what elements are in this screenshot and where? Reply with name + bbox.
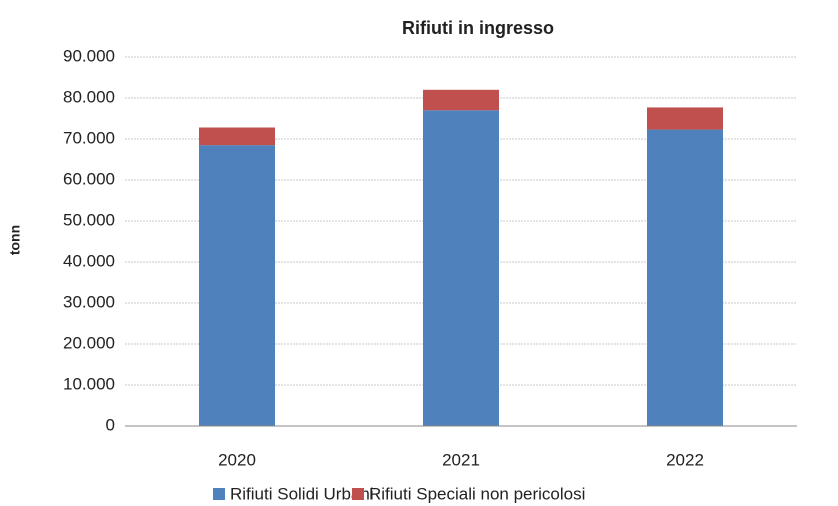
y-tick-label: 60.000 [63,169,115,188]
bar-segment [423,110,499,427]
bar-segment [423,89,499,111]
y-tick-label: 10.000 [63,374,115,393]
chart-title: Rifiuti in ingresso [402,18,554,38]
y-tick-label: 70.000 [63,128,115,147]
x-tick-label: 2021 [442,450,480,469]
x-tick-label: 2020 [218,450,256,469]
bar-segment [647,107,723,130]
legend-label: Rifiuti Speciali non pericolosi [369,484,585,503]
y-tick-label: 30.000 [63,292,115,311]
y-tick-label: 80.000 [63,87,115,106]
y-axis-label: tonn [7,225,23,255]
y-tick-label: 20.000 [63,333,115,352]
y-tick-label: 90.000 [63,46,115,65]
bar-segment [199,145,275,426]
legend-swatch [352,488,364,500]
legend-label: Rifiuti Solidi Urbani [230,484,374,503]
bar-segment [647,129,723,426]
x-tick-label: 2022 [666,450,704,469]
legend-swatch [213,488,225,500]
y-tick-label: 40.000 [63,251,115,270]
bar-segment [199,127,275,146]
y-tick-label: 0 [106,415,115,434]
y-tick-label: 50.000 [63,210,115,229]
